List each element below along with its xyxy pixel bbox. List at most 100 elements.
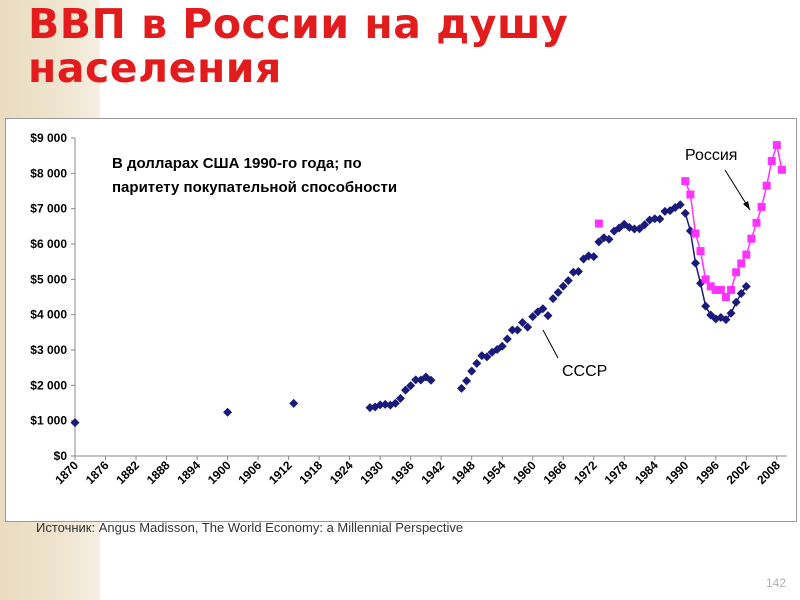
x-tick-label: 1930 — [357, 458, 386, 487]
ussr-data-point — [223, 407, 233, 417]
ussr-data-point — [589, 252, 599, 262]
y-tick-label: $5 000 — [30, 272, 67, 286]
x-tick-label: 1966 — [541, 458, 570, 487]
x-tick-label: 1960 — [510, 458, 539, 487]
russia-data-point — [772, 141, 781, 150]
x-tick-label: 1918 — [296, 458, 325, 487]
ussr-data-point — [701, 301, 711, 311]
russia-data-point — [716, 285, 725, 294]
ussr-data-point — [558, 281, 568, 291]
ussr-data-point — [599, 233, 609, 243]
ussr-data-point — [497, 341, 507, 351]
ussr-data-point — [690, 258, 700, 268]
ussr-data-point — [568, 267, 578, 277]
ussr-data-point — [512, 325, 522, 335]
x-tick-label: 1996 — [693, 458, 722, 487]
ussr-data-point — [675, 200, 685, 210]
ussr-data-point — [518, 318, 528, 328]
y-tick-label: $4 000 — [30, 308, 67, 322]
ussr-data-point — [731, 297, 741, 307]
ussr-data-point — [462, 376, 472, 386]
ussr-data-point — [543, 311, 553, 321]
ussr-data-point — [289, 398, 299, 408]
ussr-data-point — [640, 220, 650, 230]
x-tick-label: 1888 — [144, 458, 173, 487]
ussr-data-point — [741, 281, 751, 291]
chart-note-line-2: паритету покупательной способности — [112, 179, 397, 196]
russia-data-point — [777, 165, 786, 174]
russia-data-point — [594, 219, 603, 228]
ussr-data-point — [365, 403, 375, 413]
x-tick-label: 1924 — [327, 458, 356, 487]
russia-data-point — [727, 285, 736, 294]
russia-data-point — [696, 247, 705, 256]
chart-axes — [74, 138, 787, 457]
gdp-per-capita-chart: $0 $1 000 $2 000 $3 000 $4 000 $5 000 $6 000 $7… — [30, 131, 787, 487]
ussr-data-point — [492, 345, 502, 355]
ussr-data-point — [680, 208, 690, 218]
y-tick-label: $1 000 — [30, 414, 67, 428]
x-tick-label: 1906 — [235, 458, 264, 487]
x-tick-label: 1894 — [174, 458, 203, 487]
ussr-data-point — [523, 322, 533, 332]
slide-title-line-2: населения — [28, 44, 282, 92]
x-tick-label: 1876 — [83, 458, 112, 487]
ussr-data-point — [736, 288, 746, 298]
ussr-data-point — [411, 375, 421, 385]
ussr-data-point — [395, 393, 405, 403]
russia-label-arrowhead — [743, 201, 750, 210]
russia-data-point — [767, 156, 776, 165]
ussr-data-point — [594, 237, 604, 247]
ussr-data-point — [538, 304, 548, 314]
slide-title: ВВП в России на душу населения — [28, 2, 768, 90]
x-tick-label: 1912 — [266, 458, 295, 487]
ussr-data-point — [726, 308, 736, 318]
russia-data-point — [701, 275, 710, 284]
russia-data-point — [737, 259, 746, 268]
ussr-label-pointer — [542, 329, 559, 359]
y-axis-ticks: $0 $1 000 $2 000 $3 000 $4 000 $5 000 $6 000 $7… — [30, 131, 75, 463]
x-tick-label: 1978 — [602, 458, 631, 487]
ussr-data-point — [467, 366, 477, 376]
y-tick-label: $2 000 — [30, 378, 67, 392]
x-axis-ticks: 1870 1876 1882 1888 1894 1900 1906 1912 1918 1924… — [52, 456, 783, 487]
ussr-data-point — [721, 315, 731, 325]
russia-data-point — [732, 268, 741, 277]
chart-frame — [5, 118, 797, 522]
ussr-data-point — [706, 310, 716, 320]
ussr-data-point — [635, 224, 645, 234]
ussr-data-point — [390, 398, 400, 408]
x-tick-label: 1984 — [632, 458, 661, 487]
ussr-data-point — [548, 294, 558, 304]
russia-data-point — [706, 282, 715, 291]
russia-data-point — [686, 190, 695, 199]
ussr-data-point — [645, 215, 655, 225]
y-tick-label: $0 — [54, 449, 68, 463]
ussr-data-point — [716, 312, 726, 322]
x-tick-label: 1954 — [480, 458, 509, 487]
ussr-data-point — [573, 267, 583, 277]
ussr-data-point — [472, 358, 482, 368]
x-tick-label: 1900 — [205, 458, 234, 487]
x-tick-label: 2008 — [754, 458, 783, 487]
ussr-data-point — [457, 383, 467, 393]
x-tick-label: 1990 — [663, 458, 692, 487]
ussr-data-point — [401, 385, 411, 395]
ussr-data-point — [502, 334, 512, 344]
ussr-data-point — [553, 288, 563, 298]
y-tick-label: $8 000 — [30, 166, 67, 180]
series-russia — [594, 141, 786, 301]
ussr-data-point — [507, 325, 517, 335]
x-tick-label: 2002 — [724, 458, 753, 487]
russia-data-point — [721, 293, 730, 301]
russia-data-point — [742, 250, 751, 259]
chart-annotations: В долларах США 1990-го года; по паритету… — [112, 147, 751, 380]
ussr-data-point — [563, 276, 573, 286]
russia-label: Россия — [685, 147, 737, 164]
russia-data-point — [681, 177, 690, 186]
ussr-data-point — [426, 375, 436, 385]
x-tick-label: 1882 — [113, 458, 142, 487]
series-ussr — [70, 200, 751, 428]
russia-data-point — [691, 229, 700, 238]
y-tick-label: $6 000 — [30, 237, 67, 251]
